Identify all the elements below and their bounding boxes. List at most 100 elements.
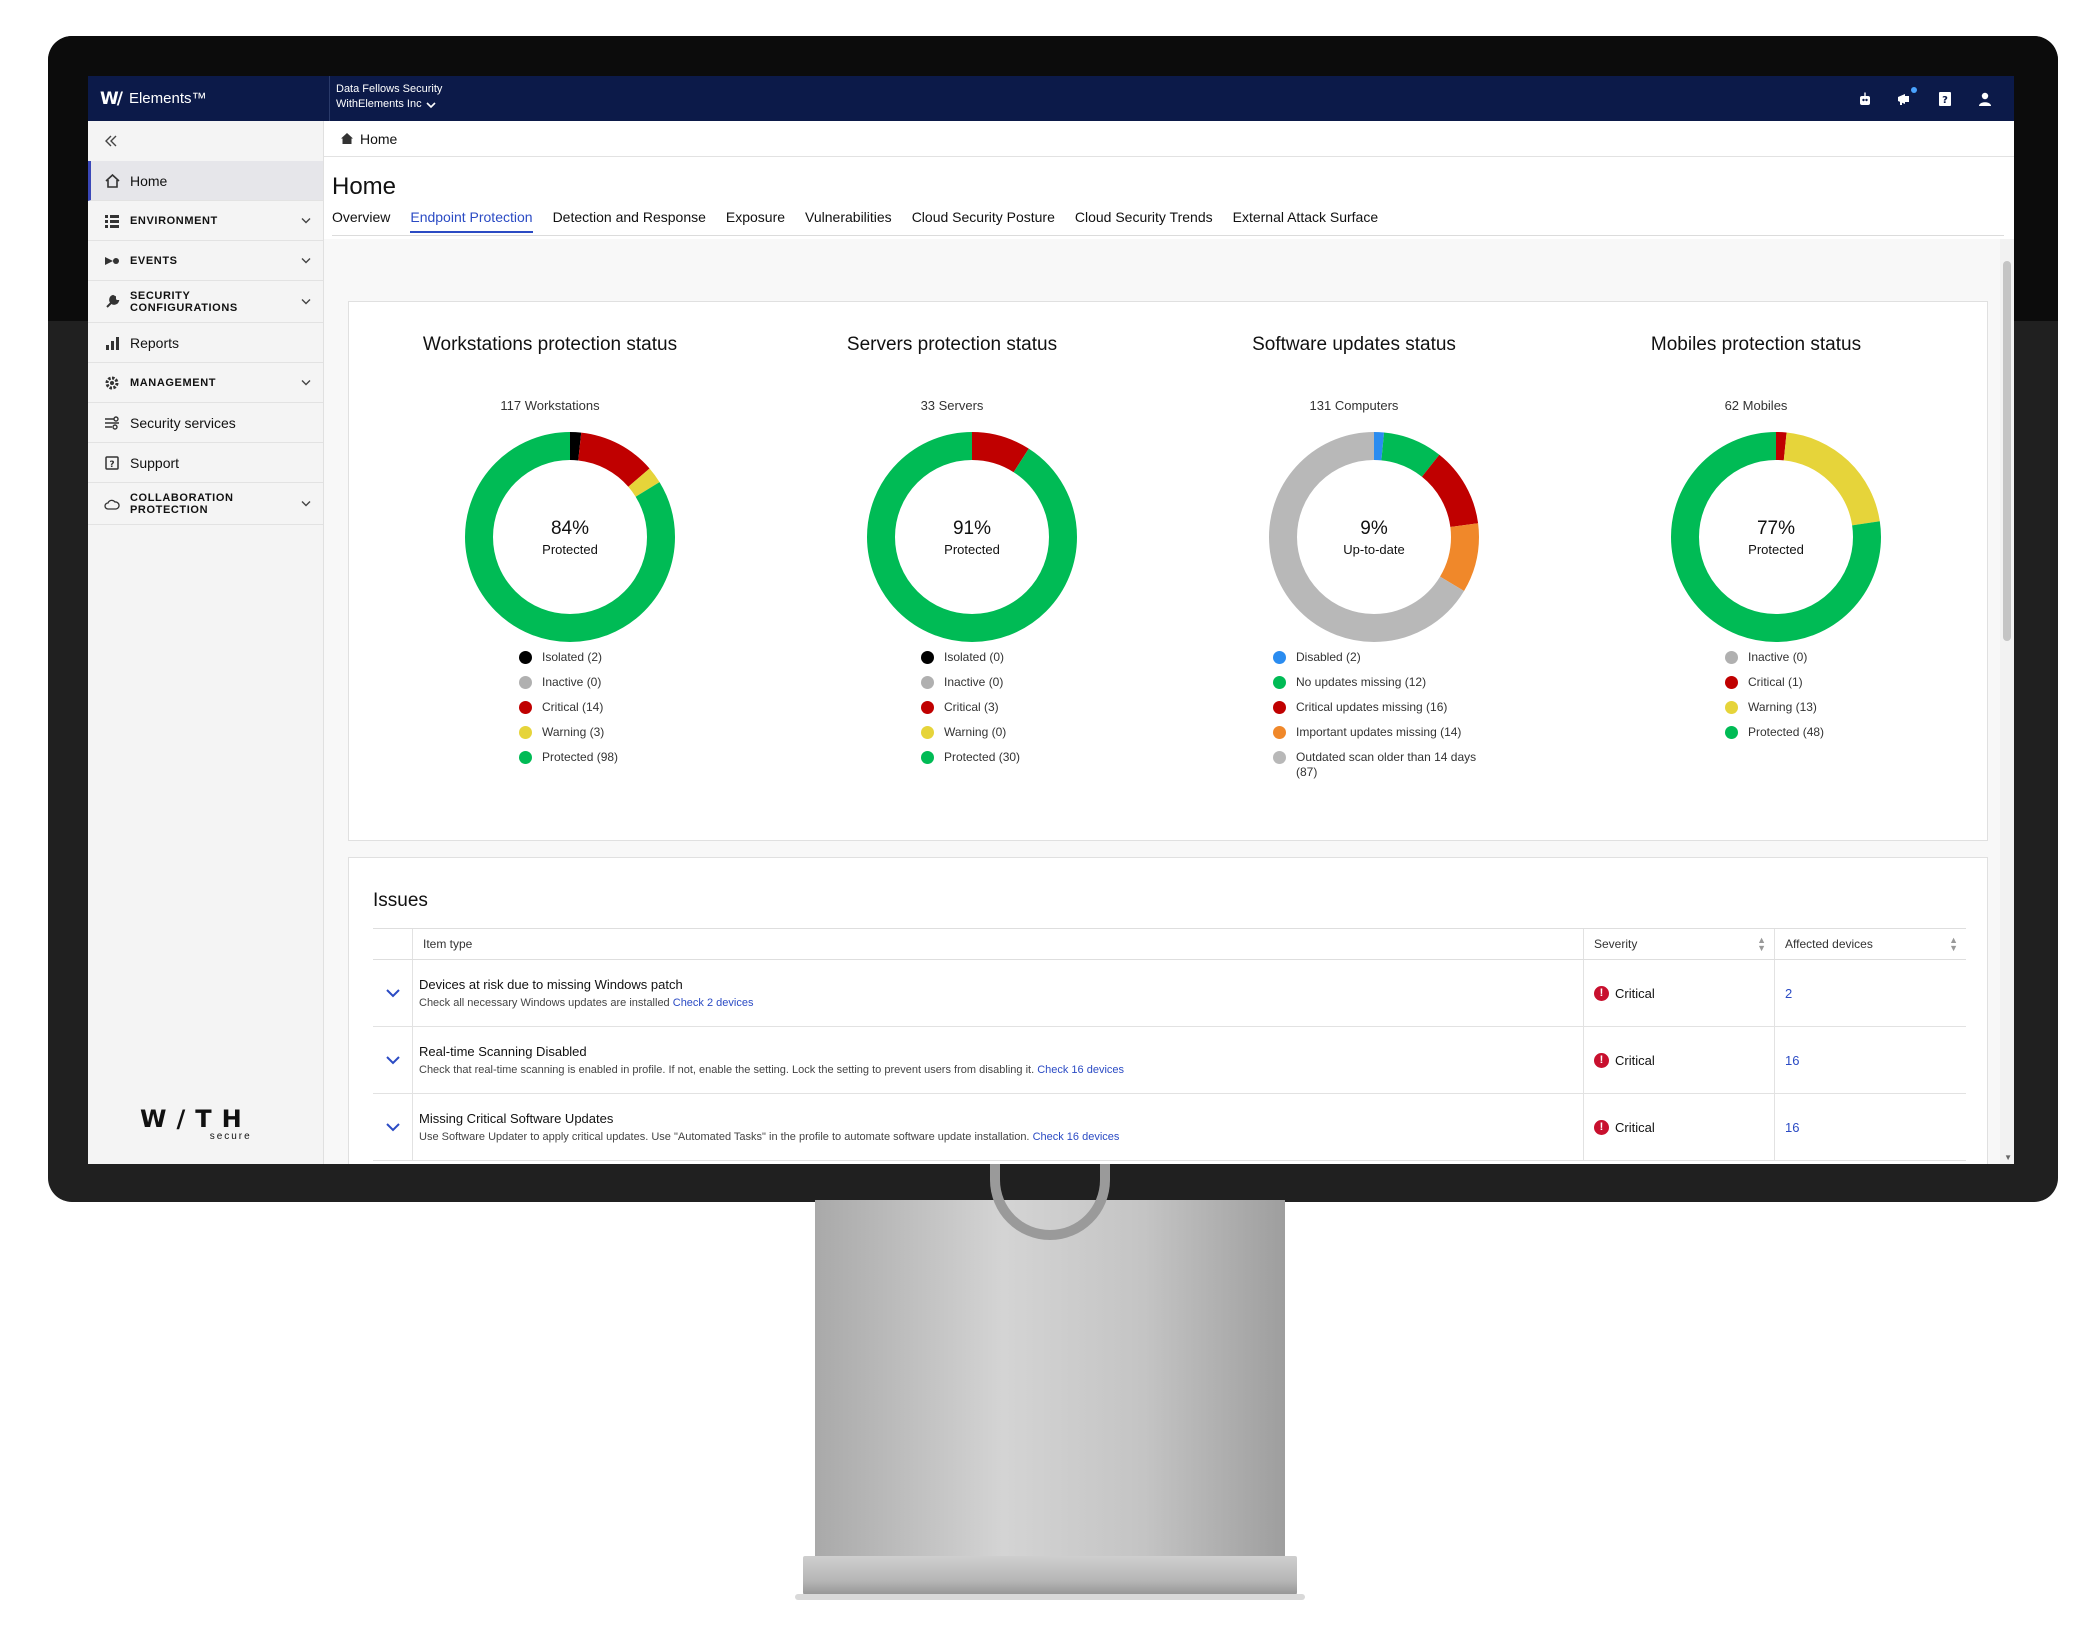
- collapse-sidebar-button[interactable]: [88, 121, 323, 161]
- sidebar-item-events[interactable]: EVENTS: [88, 241, 323, 281]
- legend-label: Warning (0): [944, 725, 1007, 739]
- legend-item[interactable]: Critical updates missing (16): [1273, 700, 1493, 715]
- legend-dot-icon: [519, 701, 532, 714]
- check-devices-link[interactable]: Check 2 devices: [672, 997, 754, 1009]
- tab-cloud-security-posture[interactable]: Cloud Security Posture: [911, 209, 1055, 225]
- expand-row-button[interactable]: [373, 960, 413, 1026]
- legend-item[interactable]: Critical (14): [519, 700, 618, 715]
- column-header-item-type[interactable]: Item type: [413, 929, 1584, 959]
- affected-devices-link[interactable]: 16: [1785, 1052, 1800, 1068]
- org-switcher[interactable]: Data Fellows Security WithElements Inc: [336, 82, 442, 112]
- chart-title: Mobiles protection status: [1650, 334, 1862, 355]
- tab-vulnerabilities[interactable]: Vulnerabilities: [805, 209, 892, 225]
- affected-devices-link[interactable]: 2: [1785, 985, 1793, 1001]
- sidebar-item-environment[interactable]: ENVIRONMENT: [88, 201, 323, 241]
- legend-item[interactable]: Critical (1): [1725, 675, 1824, 690]
- legend-item[interactable]: Protected (48): [1725, 725, 1824, 740]
- legend-item[interactable]: Isolated (2): [519, 650, 618, 665]
- tab-detection-and-response[interactable]: Detection and Response: [552, 209, 706, 225]
- legend-label: Protected (48): [1748, 725, 1825, 739]
- tab-exposure[interactable]: Exposure: [725, 209, 786, 225]
- legend-item[interactable]: Isolated (0): [921, 650, 1020, 665]
- donut[interactable]: 9% Up-to-date: [1269, 432, 1479, 642]
- donut-segment[interactable]: [1269, 432, 1479, 642]
- legend-item[interactable]: No updates missing (12): [1273, 675, 1493, 690]
- column-header-affected-devices[interactable]: Affected devices ▲ ▼: [1775, 929, 1966, 959]
- legend-item[interactable]: Inactive (0): [1725, 650, 1824, 665]
- scroll-down-icon[interactable]: ▼: [2004, 1153, 2012, 1162]
- legend-item[interactable]: Inactive (0): [519, 675, 618, 690]
- sidebar-item-support[interactable]: ? Support: [88, 443, 323, 483]
- legend-item[interactable]: Critical (3): [921, 700, 1020, 715]
- legend-dot-icon: [519, 651, 532, 664]
- content-area: Workstations protection status 117 Works…: [324, 239, 2000, 1164]
- user-account-icon[interactable]: [1976, 90, 1994, 108]
- sidebar-item-home[interactable]: Home: [88, 161, 323, 201]
- events-icon: [104, 253, 120, 269]
- withsecure-logo: W/TH secure: [140, 1105, 252, 1142]
- legend-label: Warning (3): [542, 725, 605, 739]
- sidebar-item-label: COLLABORATION PROTECTION: [130, 491, 234, 516]
- check-devices-link[interactable]: Check 16 devices: [1037, 1064, 1125, 1076]
- chart-title: Workstations protection status: [422, 334, 678, 355]
- scrollbar-thumb[interactable]: [2003, 261, 2011, 641]
- sort-icon[interactable]: ▲ ▼: [1757, 935, 1766, 953]
- tab-endpoint-protection[interactable]: Endpoint Protection: [410, 209, 533, 233]
- legend-dot-icon: [1725, 701, 1738, 714]
- announcements-icon[interactable]: [1896, 86, 1917, 108]
- expand-row-button[interactable]: [373, 1094, 413, 1160]
- issue-rows: Devices at risk due to missing Windows p…: [373, 960, 1966, 1161]
- legend-item[interactable]: Outdated scan older than 14 days (87): [1273, 750, 1493, 780]
- issue-description-text: Check that real-time scanning is enabled…: [419, 1064, 1035, 1076]
- brand[interactable]: W/ Elements™: [100, 76, 330, 121]
- affected-devices-link[interactable]: 16: [1785, 1119, 1800, 1135]
- status-charts-panel: Workstations protection status 117 Works…: [348, 301, 1988, 841]
- donut-segment[interactable]: [1269, 432, 1479, 642]
- legend-label: Inactive (0): [944, 675, 1004, 689]
- chart-count: 131 Computers: [1309, 398, 1399, 413]
- check-devices-link[interactable]: Check 16 devices: [1032, 1131, 1120, 1143]
- sort-icon[interactable]: ▲ ▼: [1949, 935, 1958, 953]
- legend-item[interactable]: Disabled (2): [1273, 650, 1493, 665]
- sidebar-item-security-services[interactable]: Security services: [88, 403, 323, 443]
- table-row[interactable]: Missing Critical Software Updates Use Sof…: [373, 1094, 1966, 1161]
- help-icon[interactable]: ?: [1936, 90, 1954, 108]
- sidebar-item-label: MANAGEMENT: [130, 376, 217, 389]
- legend-label: Critical updates missing (16): [1296, 700, 1448, 714]
- cloud-icon: [104, 496, 120, 512]
- legend-item[interactable]: Warning (3): [519, 725, 618, 740]
- expand-row-button[interactable]: [373, 1027, 413, 1093]
- expand-column-header: [373, 929, 413, 959]
- scrollbar[interactable]: ▲ ▼: [2000, 239, 2014, 1164]
- donut-segment[interactable]: [867, 432, 1077, 642]
- legend-item[interactable]: Important updates missing (14): [1273, 725, 1493, 740]
- column-header-label: Affected devices: [1785, 937, 1873, 951]
- sidebar-item-management[interactable]: MANAGEMENT: [88, 363, 323, 403]
- breadcrumb-home-link[interactable]: Home: [360, 130, 398, 147]
- severity-cell: ! Critical: [1584, 960, 1775, 1026]
- assistant-bot-icon[interactable]: [1856, 90, 1874, 108]
- tab-external-attack-surface[interactable]: External Attack Surface: [1232, 209, 1379, 225]
- donut[interactable]: 91% Protected: [867, 432, 1077, 642]
- sidebar-item-security-configurations[interactable]: SECURITY CONFIGURATIONS: [88, 281, 323, 323]
- legend-item[interactable]: Warning (13): [1725, 700, 1824, 715]
- sidebar-item-collaboration-protection[interactable]: COLLABORATION PROTECTION: [88, 483, 323, 525]
- legend-item[interactable]: Warning (0): [921, 725, 1020, 740]
- donut-label: Up-to-date: [1343, 541, 1405, 557]
- tab-cloud-security-trends[interactable]: Cloud Security Trends: [1074, 209, 1213, 225]
- legend-label: Protected (98): [542, 750, 619, 764]
- chevron-down-icon: [301, 217, 311, 223]
- table-row[interactable]: Real-time Scanning Disabled Check that re…: [373, 1027, 1966, 1094]
- column-header-severity[interactable]: Severity ▲ ▼: [1584, 929, 1775, 959]
- sidebar-item-reports[interactable]: Reports: [88, 323, 323, 363]
- legend-item[interactable]: Protected (98): [519, 750, 618, 765]
- legend-label: No updates missing (12): [1296, 675, 1427, 689]
- legend-item[interactable]: Inactive (0): [921, 675, 1020, 690]
- donut-segment[interactable]: [465, 432, 675, 642]
- table-row[interactable]: Devices at risk due to missing Windows p…: [373, 960, 1966, 1027]
- legend-item[interactable]: Protected (30): [921, 750, 1020, 765]
- donut-segment[interactable]: [1671, 432, 1881, 642]
- donut[interactable]: 84% Protected: [465, 432, 675, 642]
- tab-overview[interactable]: Overview: [332, 209, 391, 225]
- donut[interactable]: 77% Protected: [1671, 432, 1881, 642]
